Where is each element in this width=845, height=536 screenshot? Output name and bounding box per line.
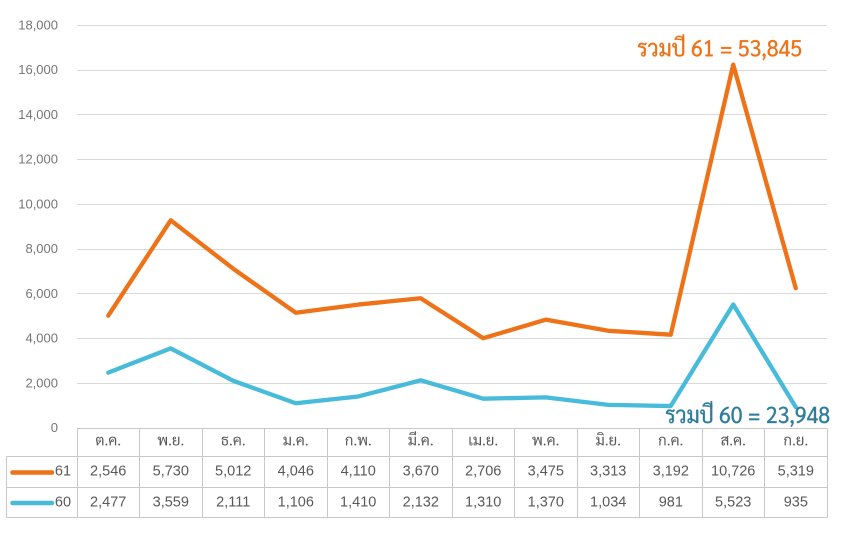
svg-text:16,000: 16,000 xyxy=(18,62,58,77)
svg-text:4,046: 4,046 xyxy=(278,464,314,480)
svg-text:1,310: 1,310 xyxy=(465,494,501,510)
svg-text:2,706: 2,706 xyxy=(465,464,501,480)
svg-text:6,000: 6,000 xyxy=(25,286,58,301)
svg-text:5,319: 5,319 xyxy=(778,464,814,480)
svg-text:3,670: 3,670 xyxy=(403,464,439,480)
svg-text:1,410: 1,410 xyxy=(340,494,376,510)
svg-text:61: 61 xyxy=(55,464,71,480)
svg-text:935: 935 xyxy=(784,494,808,510)
svg-text:60: 60 xyxy=(55,494,71,510)
svg-text:5,523: 5,523 xyxy=(715,494,751,510)
svg-text:0: 0 xyxy=(51,420,58,435)
svg-text:2,546: 2,546 xyxy=(90,464,126,480)
svg-text:2,111: 2,111 xyxy=(216,494,250,510)
svg-text:3,192: 3,192 xyxy=(653,464,689,480)
svg-text:1,106: 1,106 xyxy=(278,494,314,510)
svg-text:18,000: 18,000 xyxy=(18,18,58,33)
svg-text:8,000: 8,000 xyxy=(25,241,58,256)
svg-text:2,132: 2,132 xyxy=(403,494,439,510)
svg-text:1,370: 1,370 xyxy=(528,494,564,510)
svg-text:3,475: 3,475 xyxy=(528,464,564,480)
svg-text:12,000: 12,000 xyxy=(18,152,58,167)
svg-text:14,000: 14,000 xyxy=(18,107,58,122)
svg-text:5,012: 5,012 xyxy=(215,464,251,480)
svg-text:981: 981 xyxy=(659,494,683,510)
svg-text:3,559: 3,559 xyxy=(153,494,189,510)
svg-text:4,110: 4,110 xyxy=(341,464,376,480)
svg-text:10,000: 10,000 xyxy=(18,196,58,211)
svg-text:10,726: 10,726 xyxy=(711,464,755,480)
svg-text:2,477: 2,477 xyxy=(90,494,126,510)
svg-text:1,034: 1,034 xyxy=(590,494,626,510)
svg-text:3,313: 3,313 xyxy=(590,464,626,480)
svg-text:5,730: 5,730 xyxy=(153,464,189,480)
svg-text:2,000: 2,000 xyxy=(25,375,58,390)
svg-text:4,000: 4,000 xyxy=(25,331,58,346)
